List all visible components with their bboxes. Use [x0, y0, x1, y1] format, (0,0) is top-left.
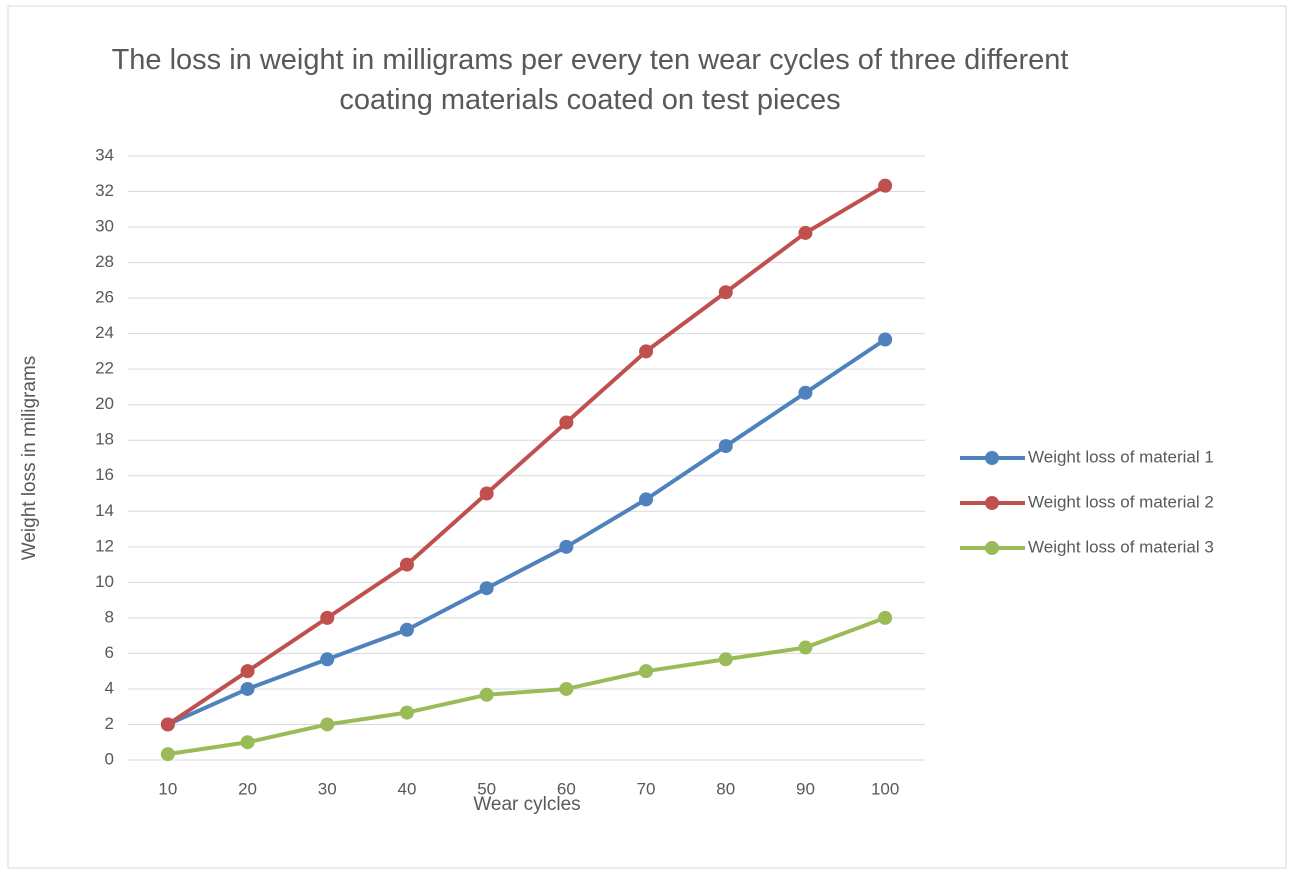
- legend-label: Weight loss of material 2: [1028, 492, 1214, 511]
- data-point: [559, 415, 574, 430]
- y-tick-label: 2: [105, 714, 114, 733]
- y-tick-label: 20: [95, 394, 114, 413]
- chart-border: [7, 5, 1287, 869]
- y-tick-label: 4: [105, 678, 114, 697]
- data-point: [320, 652, 335, 667]
- y-tick-label: 24: [95, 323, 114, 342]
- x-tick-label: 60: [557, 779, 576, 798]
- data-point: [160, 747, 175, 762]
- data-point: [559, 681, 574, 696]
- data-point: [559, 539, 574, 554]
- data-point: [878, 332, 893, 347]
- data-point: [160, 717, 175, 732]
- data-point: [718, 652, 733, 667]
- y-tick-label: 16: [95, 465, 114, 484]
- data-point: [718, 285, 733, 300]
- y-tick-label: 8: [105, 607, 114, 626]
- data-point: [798, 385, 813, 400]
- y-tick-label: 22: [95, 359, 114, 378]
- y-tick-label: 28: [95, 252, 114, 271]
- x-tick-label: 20: [238, 779, 257, 798]
- legend-label: Weight loss of material 3: [1028, 537, 1214, 556]
- data-point: [639, 664, 654, 679]
- y-tick-label: 26: [95, 288, 114, 307]
- x-axis-label: Wear cylcles: [473, 794, 580, 815]
- legend-label: Weight loss of material 1: [1028, 447, 1214, 466]
- x-tick-label: 90: [796, 779, 815, 798]
- x-tick-label: 40: [397, 779, 416, 798]
- y-tick-label: 6: [105, 643, 114, 662]
- y-tick-label: 34: [95, 145, 114, 164]
- data-point: [639, 492, 654, 507]
- data-point: [878, 610, 893, 625]
- x-tick-label: 10: [158, 779, 177, 798]
- x-tick-label: 30: [318, 779, 337, 798]
- x-tick-label: 100: [871, 779, 899, 798]
- data-point: [320, 610, 335, 625]
- legend-marker: [985, 451, 999, 465]
- data-point: [320, 717, 335, 732]
- data-point: [798, 225, 813, 240]
- y-axis-label: Weight loss in miligrams: [19, 356, 40, 560]
- data-point: [718, 439, 733, 454]
- chart-title: The loss in weight in milligrams per eve…: [111, 44, 1069, 116]
- data-point: [479, 581, 494, 596]
- y-tick-label: 32: [95, 181, 114, 200]
- series-line: [166, 183, 887, 727]
- data-point: [240, 735, 255, 750]
- data-point: [479, 687, 494, 702]
- legend-marker: [985, 496, 999, 510]
- data-point: [479, 486, 494, 501]
- data-point: [878, 178, 893, 193]
- data-point: [798, 640, 813, 655]
- series-line: [167, 616, 886, 757]
- data-point: [240, 664, 255, 679]
- y-tick-label: 14: [95, 501, 114, 520]
- data-point: [639, 344, 654, 359]
- data-point: [399, 705, 414, 720]
- data-point: [399, 557, 414, 572]
- y-tick-label: 12: [95, 536, 114, 555]
- y-tick-label: 10: [95, 572, 114, 591]
- x-tick-label: 50: [477, 779, 496, 798]
- legend-marker: [985, 541, 999, 555]
- y-tick-label: 0: [105, 749, 114, 768]
- x-tick-label: 80: [716, 779, 735, 798]
- x-tick-label: 70: [637, 779, 656, 798]
- data-point: [399, 622, 414, 637]
- series-line: [167, 337, 887, 727]
- y-tick-label: 18: [95, 430, 114, 449]
- data-point: [240, 681, 255, 696]
- y-tick-label: 30: [95, 217, 114, 236]
